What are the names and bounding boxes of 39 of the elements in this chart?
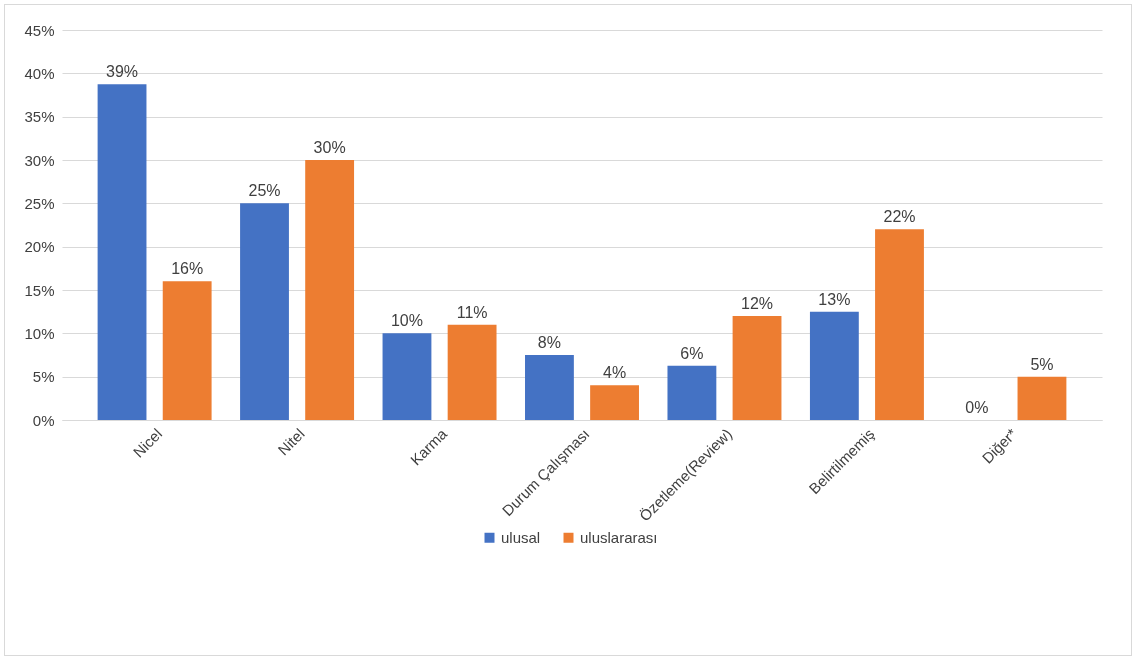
data-label: 16% [171, 260, 204, 278]
data-label: 30% [313, 139, 346, 156]
data-label: 25% [248, 182, 281, 200]
bar [732, 316, 782, 420]
y-tick-label: 25% [24, 194, 55, 212]
y-tick-label: 40% [24, 64, 55, 82]
bar [447, 324, 497, 420]
data-label: 4% [603, 364, 627, 382]
bar [525, 355, 574, 420]
data-label: 0% [965, 399, 989, 416]
y-tick-label: 0% [32, 411, 55, 429]
legend-label: ulusal [501, 528, 541, 546]
bar [1017, 376, 1067, 420]
data-label: 13% [818, 290, 851, 308]
data-label: 8% [537, 334, 561, 351]
bar [875, 229, 924, 420]
data-label: 6% [680, 344, 704, 362]
bar [809, 311, 859, 420]
data-label: 22% [883, 208, 916, 226]
y-tick-label: 45% [24, 21, 55, 39]
y-tick-label: 5% [32, 368, 55, 386]
y-tick-label: 30% [24, 151, 55, 169]
data-label: 12% [741, 295, 774, 312]
bar [590, 385, 639, 420]
bar [382, 333, 432, 420]
bar [97, 84, 147, 420]
legend-label: uluslararası [580, 528, 658, 546]
y-tick-label: 35% [24, 108, 55, 126]
data-label: 10% [390, 312, 423, 330]
bar [240, 203, 289, 420]
bar [305, 160, 355, 420]
bar [667, 365, 717, 420]
data-label: 11% [456, 303, 488, 321]
data-label: 5% [1030, 355, 1054, 373]
data-label: 39% [106, 63, 139, 81]
y-tick-label: 10% [24, 324, 55, 342]
bar [162, 281, 212, 420]
y-tick-label: 20% [24, 238, 55, 256]
y-tick-label: 15% [24, 281, 55, 299]
